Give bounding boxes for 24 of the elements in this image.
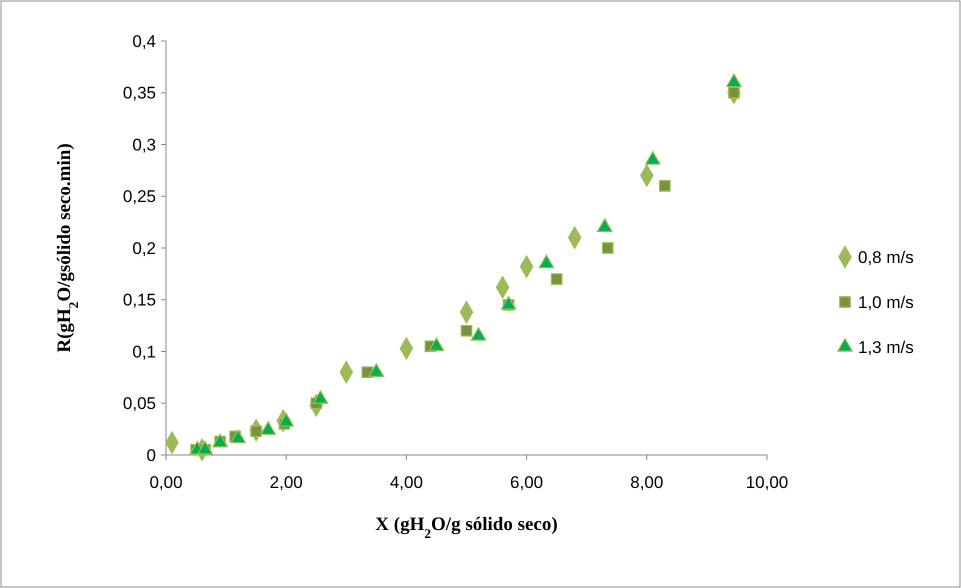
point [728,86,740,99]
point [658,180,671,192]
y-tick-label: 0,35 [122,84,156,103]
x-axis-title: X (gH$_{2}$O/g sólido seco) [375,514,558,540]
x-tick-label: 6,00 [510,473,544,492]
y-tick-label: 0 [146,446,156,465]
y-tick-label: 0,25 [122,187,156,206]
legend-label: 1,3 m/s [858,338,914,357]
y-tick-label: 0,1 [132,342,156,362]
point [550,273,562,285]
y-tick-label: 0,3 [132,135,156,154]
point [602,242,614,254]
x-tick-label: 0,00 [149,473,183,492]
x-tick-label: 4,00 [390,473,423,492]
y-tick-label: 0,15 [122,290,156,310]
x-tick-label: 8,00 [630,473,664,492]
x-tick-label: 10,00 [746,473,788,492]
x-tick-label: 2,00 [270,473,303,492]
y-tick-label: 0,05 [122,394,156,414]
legend-label: 1,0 m/s [858,292,914,312]
point [460,324,472,337]
y-tick-label: 0,4 [132,32,156,51]
y-tick-label: 0,2 [132,238,156,258]
legend-label: 0,8 m/s [858,248,914,267]
